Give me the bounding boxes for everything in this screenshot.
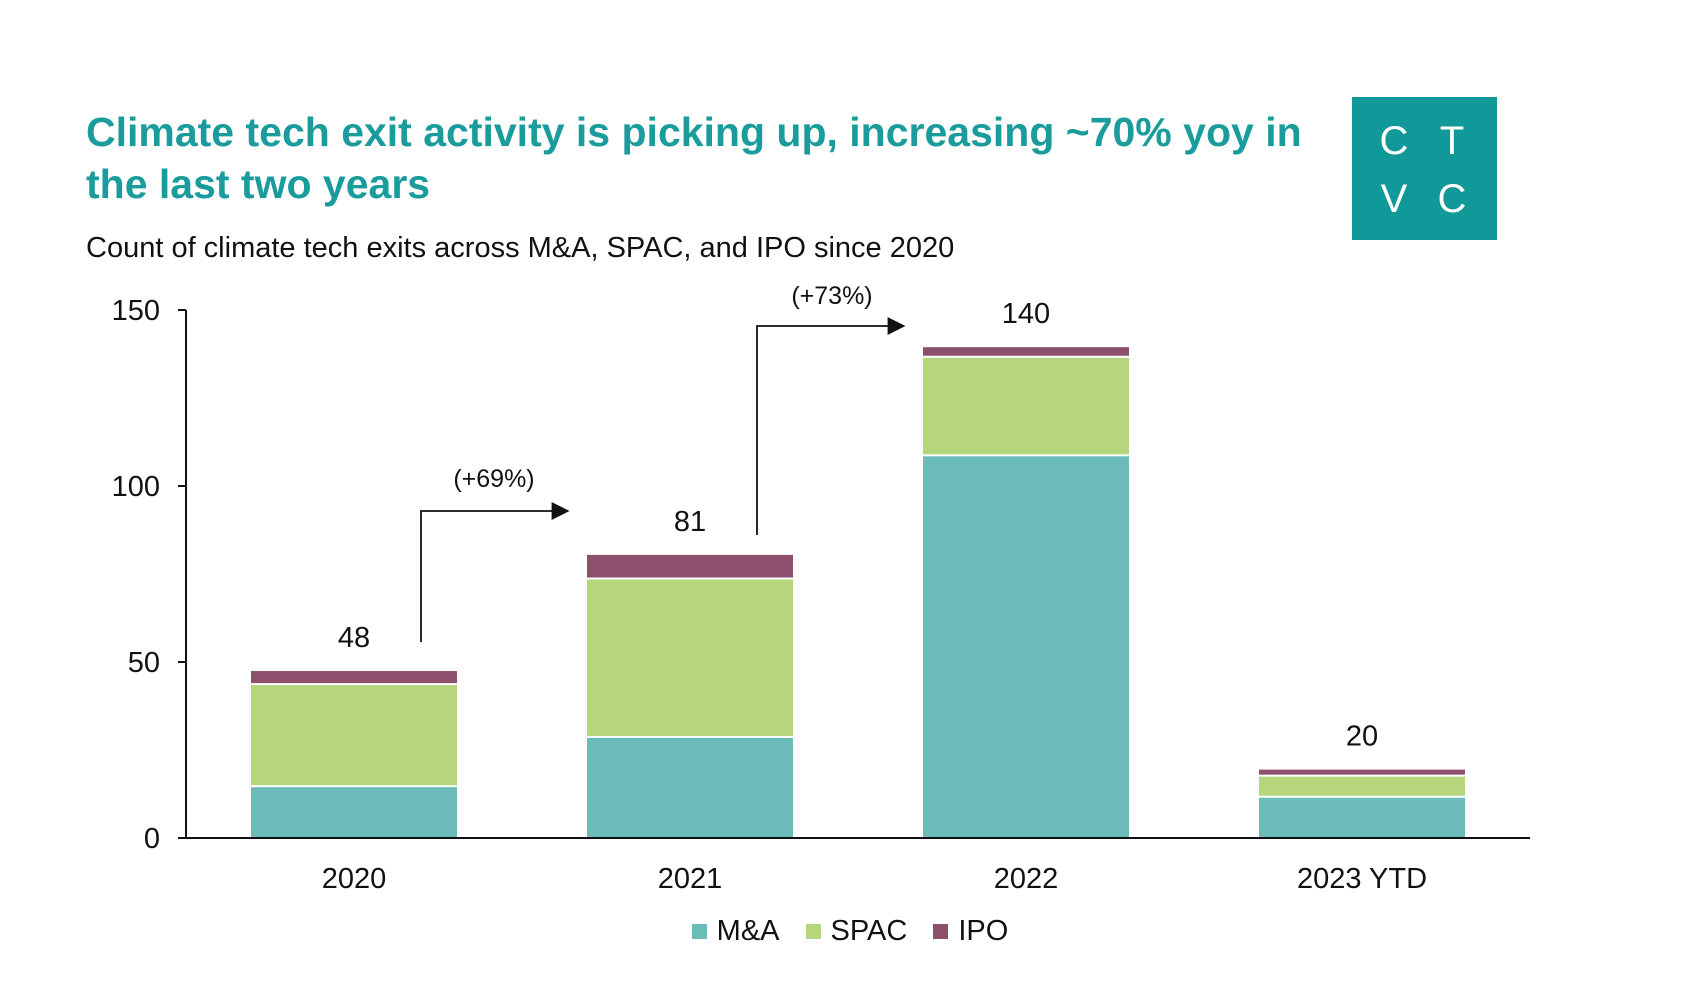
logo-letter: C [1437,177,1467,221]
legend-swatch-ipo [933,924,949,939]
y-tick-label: 150 [112,295,160,327]
y-tick-label: 100 [112,471,160,503]
legend-label-ma: M&A [716,915,780,947]
bar-segment-ma-2021 [587,737,793,838]
bar-segment-ma-2020 [251,787,457,838]
bar-segment-spac-2022 [923,357,1129,455]
legend-swatch-spac [805,924,821,939]
total-label: 140 [1002,298,1050,330]
legend-swatch-ma [691,924,707,939]
bar-segment-ma-2023-ytd [1259,797,1465,838]
legend-item-ma: M&A [691,915,780,948]
total-label: 81 [674,506,706,538]
chart-subtitle: Count of climate tech exits across M&A, … [86,232,955,264]
logo-letter: T [1439,119,1465,163]
legend-item-spac: SPAC [805,915,908,948]
legend-label-ipo: IPO [958,915,1009,947]
y-tick-label: 0 [144,823,160,855]
logo-letter: C [1379,119,1409,163]
bar-segment-ma-2022 [923,456,1129,838]
total-label: 20 [1346,721,1378,753]
ctvc-logo: C T V C [1352,97,1497,240]
bar-segment-ipo-2022 [923,347,1129,356]
growth-annotation: (+73%) [791,282,872,310]
legend-label-spac: SPAC [830,915,908,947]
x-tick-label: 2022 [994,863,1059,895]
logo-letter: V [1380,177,1408,221]
bar-segment-ipo-2020 [251,671,457,684]
bar-segment-ipo-2021 [587,554,793,578]
x-tick-label: 2020 [322,863,387,895]
total-label: 48 [338,622,370,654]
x-tick-label: 2023 YTD [1297,863,1427,895]
chart-title: Climate tech exit activity is picking up… [86,109,1302,207]
bar-segment-ipo-2023-ytd [1259,769,1465,775]
bar-segment-spac-2020 [251,685,457,786]
chart-legend: M&A SPAC IPO [0,915,1700,948]
bar-segment-spac-2023-ytd [1259,776,1465,796]
y-tick-label: 50 [128,647,160,679]
legend-item-ipo: IPO [933,915,1008,948]
growth-arrow [756,317,906,535]
bar-segment-spac-2021 [587,579,793,736]
growth-arrow [420,502,570,642]
growth-annotation: (+69%) [453,465,534,493]
x-tick-label: 2021 [658,863,723,895]
